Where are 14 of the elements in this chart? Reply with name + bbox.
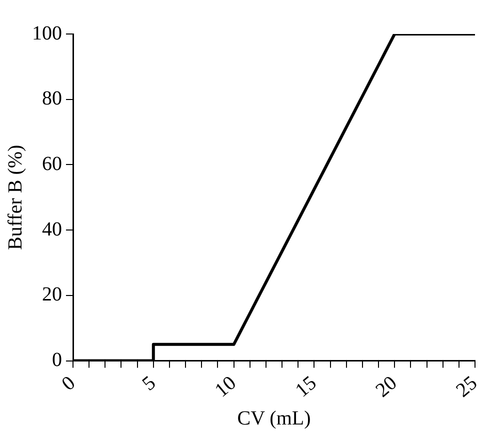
y-tick-label: 40 (42, 218, 62, 240)
x-axis-title: CV (mL) (237, 407, 311, 430)
y-tick-label: 80 (42, 88, 62, 110)
y-tick-label: 100 (32, 22, 62, 44)
x-tick-label: 5 (138, 372, 160, 396)
x-tick-label: 15 (291, 372, 321, 402)
y-tick-label: 20 (42, 284, 62, 306)
y-tick-label: 60 (42, 152, 62, 175)
y-axis-title: Buffer B (%) (4, 144, 26, 250)
x-tick-label: 25 (452, 372, 482, 402)
x-tick-label: 0 (58, 372, 80, 396)
x-tick-label: 20 (372, 372, 402, 402)
y-tick-label: 0 (52, 349, 62, 372)
x-tick-label: 10 (210, 372, 240, 402)
